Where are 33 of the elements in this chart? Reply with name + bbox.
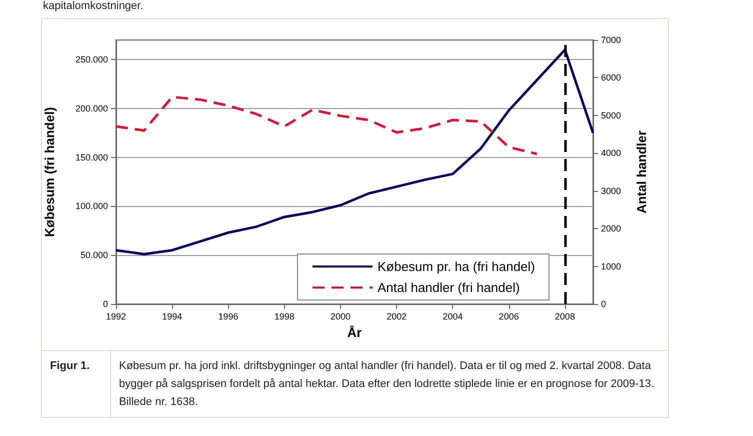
x-tick-label: 1996 [218,312,238,322]
x-tick-label: 1992 [106,312,126,322]
x-tick-label: 2000 [330,312,350,322]
x-tick-label: 1994 [162,312,182,322]
y-tick-label: 50.000 [80,250,108,260]
text: kapitalomkostninger. [43,0,144,13]
x-tick-label: 2004 [442,312,463,322]
y2-tick-label: 6000 [601,72,622,83]
y2-axis-title: Antal handler [634,130,649,214]
y-tick-label: 250.000 [75,54,108,65]
y2-tick-label: 7000 [601,35,622,45]
y-axis-title: Købesum (fri handel) [42,106,57,238]
y-tick-label: 200.000 [75,103,108,114]
y2-tick-label: 2000 [601,224,622,234]
x-axis-title: År [347,325,362,340]
y2-tick-label: 3000 [601,186,622,196]
x-tick-label: 2006 [498,312,519,322]
legend-label: Antal handler (fri handel) [377,280,520,295]
y2-tick-label: 0 [601,299,606,309]
y2-tick-label: 4000 [601,148,622,158]
line-series [114,48,594,256]
y2-tick-label: 1000 [601,261,622,272]
legend-label: Købesum pr. ha (fri handel) [377,259,536,274]
y-tick-label: 150.000 [75,152,108,162]
text: Købesum pr. ha jord inkl. driftsbygninger og antal handler (fri handel). Data er til og med 2. kvartal 2008. Data bygger på salgsprisen fordelt på antal hektar. Data efter den lodrette stiplede linie er en prognose for 2009-13. Billede nr. 1638. [118,359,656,410]
line-series [114,96,538,156]
y-tick-label: 0 [102,299,108,309]
text: Figur 1. [42,351,111,417]
x-tick-label: 2008 [554,312,575,322]
x-tick-label: 2002 [386,312,407,322]
y-tick-label: 100.000 [75,201,108,212]
y2-tick-label: 5000 [601,110,622,120]
x-tick-label: 1998 [274,312,294,322]
